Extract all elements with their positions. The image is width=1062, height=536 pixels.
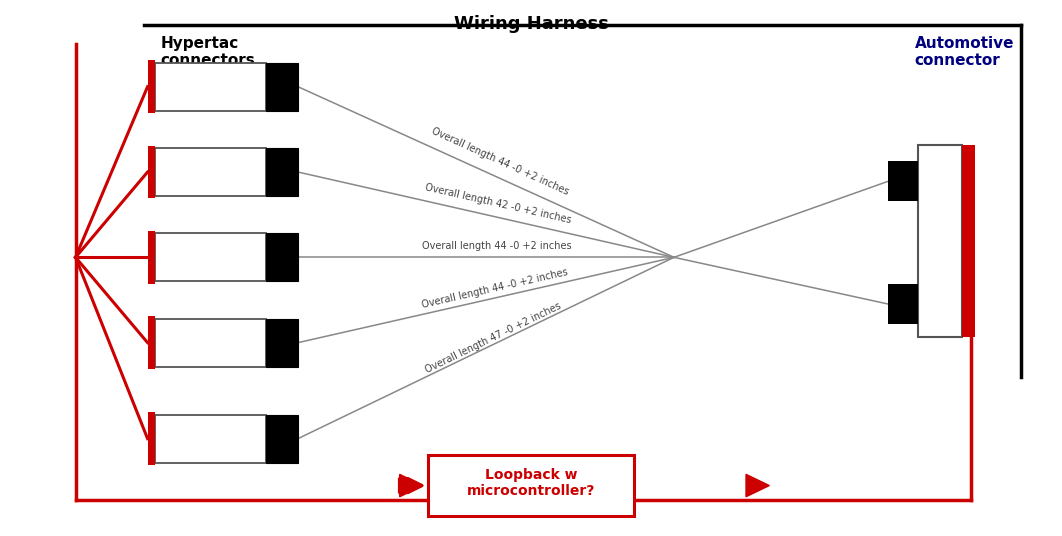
Bar (267, 148, 298, 196)
Bar (888, 284, 918, 324)
Bar (148, 146, 155, 198)
Text: Hypertac
connectors: Hypertac connectors (160, 36, 255, 69)
Bar (918, 145, 962, 337)
Text: Automotive
connector: Automotive connector (914, 36, 1014, 69)
Bar (155, 148, 267, 196)
Bar (428, 455, 634, 516)
Bar (148, 61, 155, 113)
Bar (267, 233, 298, 281)
Text: Loopback w
microcontroller?: Loopback w microcontroller? (467, 468, 595, 498)
Bar (155, 233, 267, 281)
Bar (155, 319, 267, 367)
Bar (148, 412, 155, 465)
Bar (267, 319, 298, 367)
Text: Wiring Harness: Wiring Harness (453, 14, 609, 33)
Text: Overall length 44 -0 +2 inches: Overall length 44 -0 +2 inches (422, 241, 571, 251)
Bar (148, 231, 155, 284)
Text: Overall length 44 -0 +2 inches: Overall length 44 -0 +2 inches (421, 267, 568, 310)
Bar (155, 415, 267, 463)
FancyArrow shape (746, 474, 769, 497)
Bar (888, 161, 918, 202)
Text: Overall length 44 -0 +2 inches: Overall length 44 -0 +2 inches (430, 126, 570, 197)
Bar (962, 145, 975, 337)
Text: Overall length 42 -0 +2 inches: Overall length 42 -0 +2 inches (425, 182, 572, 225)
Bar (267, 63, 298, 111)
Bar (155, 63, 267, 111)
Bar (267, 415, 298, 463)
Text: Overall length 47 -0 +2 inches: Overall length 47 -0 +2 inches (423, 301, 562, 375)
Bar (148, 316, 155, 369)
FancyArrow shape (398, 474, 423, 497)
